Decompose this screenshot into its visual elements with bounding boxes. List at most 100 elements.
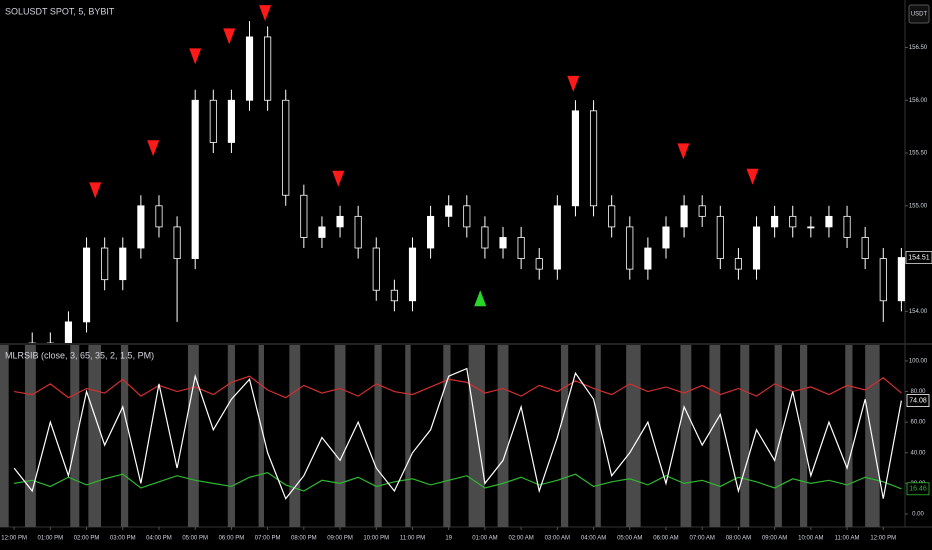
sell-signal: [259, 5, 272, 22]
candle-body: [499, 237, 507, 249]
candle-body: [734, 258, 742, 270]
candle-body: [173, 226, 181, 259]
x-tick-label: 09:00 AM: [762, 536, 787, 542]
candle-body: [209, 99, 217, 143]
candle-body: [137, 205, 145, 249]
indicator-line: [14, 375, 902, 399]
x-tick-label: 08:00 AM: [726, 536, 751, 542]
candle-body: [191, 99, 199, 259]
x-tick-label: 09:00 PM: [327, 536, 353, 542]
shaded-span: [468, 345, 485, 527]
shaded-span: [258, 345, 265, 527]
candle-body: [897, 257, 905, 302]
candle-body: [336, 215, 344, 228]
y-tick-label: 80.00: [910, 389, 926, 395]
shaded-span: [626, 345, 641, 527]
shaded-span: [845, 345, 853, 527]
x-tick-label: 02:00 PM: [74, 536, 100, 542]
y-tick-label: 40.00: [910, 450, 926, 456]
x-tick-label: 11:00 AM: [835, 536, 860, 542]
shaded-span: [680, 345, 692, 527]
indicator-pane: [0, 345, 902, 527]
last-value-label: 16.46: [909, 486, 927, 493]
candle-body: [119, 247, 127, 281]
shaded-span: [709, 345, 721, 527]
shaded-span: [227, 345, 236, 527]
candle-body: [626, 226, 634, 270]
shaded-span: [187, 345, 199, 527]
y-tick-label: 155.00: [909, 203, 928, 209]
x-tick-label: 12:00 PM: [1, 536, 27, 542]
y-tick-label: 100.00: [909, 358, 928, 364]
price-pane: [28, 5, 905, 343]
shaded-span: [374, 345, 382, 527]
currency-button[interactable]: USDT: [908, 4, 930, 24]
sell-signal: [746, 168, 759, 185]
candle-body: [481, 226, 489, 249]
candle-body: [698, 205, 706, 217]
candle-body: [155, 205, 163, 228]
x-tick-label: 04:00 PM: [146, 536, 172, 542]
candle-body: [64, 321, 73, 343]
indicator-line: [13, 367, 902, 500]
candle-body: [589, 110, 598, 207]
x-tick-label: 04:00 AM: [581, 536, 606, 542]
candle-body: [843, 215, 851, 238]
sell-signal: [89, 182, 102, 199]
shaded-span: [740, 345, 750, 527]
candle-body: [807, 226, 815, 229]
x-tick-label: 07:00 AM: [690, 536, 715, 542]
candle-body: [608, 205, 616, 228]
candle-body: [245, 36, 254, 101]
x-tick-label: 05:00 AM: [617, 536, 642, 542]
x-tick-label: 10:00 AM: [798, 536, 823, 542]
last-value-tag: [906, 482, 930, 496]
symbol-title: SOLUSDT SPOT, 5, BYBIT: [5, 6, 115, 16]
x-tick-label: 01:00 PM: [37, 536, 63, 542]
candle-body: [408, 247, 417, 302]
candle-body: [427, 215, 435, 249]
x-tick-label: 05:00 PM: [182, 536, 208, 542]
candle-body: [390, 289, 398, 302]
shaded-span: [24, 345, 36, 527]
x-tick-label: 12:00 PM: [870, 536, 896, 542]
candle-body: [789, 215, 797, 228]
candle-body: [644, 247, 652, 270]
sell-signal: [332, 170, 345, 187]
buy-signal: [474, 290, 487, 307]
candle-body: [825, 215, 833, 228]
candle-body: [463, 205, 471, 228]
candle-body: [680, 205, 688, 228]
candle-body: [771, 215, 779, 228]
shaded-span: [0, 345, 9, 527]
shaded-span: [334, 345, 346, 527]
shaded-span: [443, 345, 451, 527]
x-tick-label: 08:00 PM: [291, 536, 317, 542]
candle-body: [282, 99, 290, 196]
x-tick-label: 03:00 PM: [110, 536, 136, 542]
sell-signal: [223, 28, 236, 45]
candle-body: [101, 247, 109, 281]
x-tick-label: 07:00 PM: [255, 536, 281, 542]
shaded-span: [70, 345, 80, 527]
y-tick-label: 60.00: [910, 420, 926, 426]
indicator-line: [14, 472, 902, 492]
currency-button-box[interactable]: [908, 4, 930, 24]
last-value-label: 74.08: [909, 397, 927, 404]
x-tick-label: 03:00 AM: [545, 536, 570, 542]
x-tick-label: 01:00 AM: [472, 536, 497, 542]
x-tick-label: 06:00 AM: [653, 536, 678, 542]
currency-button-label[interactable]: USDT: [911, 12, 928, 18]
shaded-span: [560, 345, 569, 527]
x-tick-label: 06:00 PM: [219, 536, 245, 542]
y-tick-label: 155.50: [909, 151, 928, 157]
sell-signal: [147, 140, 160, 157]
shaded-span: [120, 345, 129, 527]
y-tick-label: 156.50: [909, 45, 928, 51]
indicator-title: MLRSIB (close, 3, 65, 35, 2, 1.5, PM): [5, 350, 154, 360]
last-price-label: 154.51: [908, 254, 930, 261]
shaded-span: [405, 345, 411, 527]
shaded-span: [289, 345, 301, 527]
x-tick-label: 19: [445, 536, 452, 542]
